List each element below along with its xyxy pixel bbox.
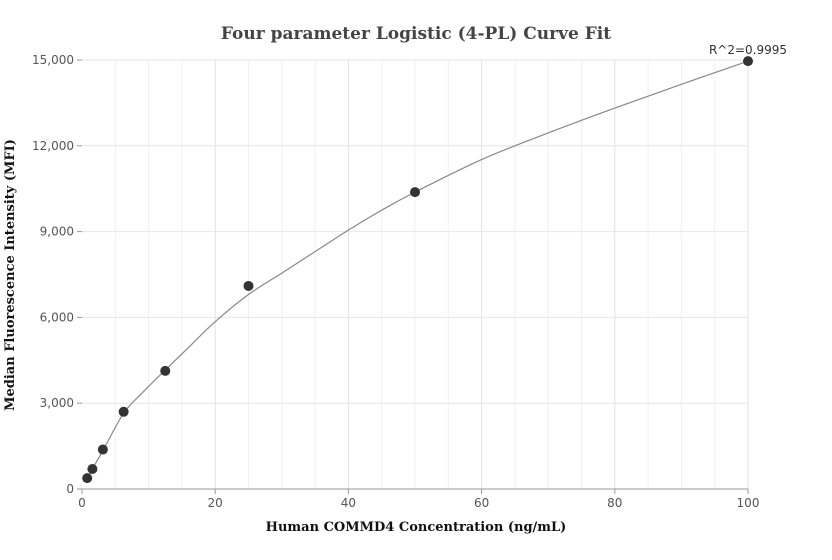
y-tick-label: 6,000 [40,310,74,324]
y-axis-title: Median Fluorescence Intensity (MFI) [3,139,18,411]
chart-title: Four parameter Logistic (4-PL) Curve Fit [221,24,611,44]
x-tick-label: 20 [208,496,223,510]
y-tick-label: 9,000 [40,225,74,239]
x-tick-label: 100 [737,496,760,510]
data-point [243,280,254,291]
fit-curve-line [86,60,749,479]
vertical-gridlines [114,60,749,489]
data-point [97,444,108,455]
x-axis-ticks: 0 20 40 60 80 100 [78,489,759,510]
data-point [410,187,420,198]
x-tick-label: 60 [474,496,489,510]
data-point [118,406,129,417]
x-tick-label: 0 [78,496,86,510]
x-tick-label: 40 [341,496,356,510]
data-point [160,365,171,376]
y-tick-label: 0 [66,482,74,496]
y-tick-label: 12,000 [32,139,74,153]
x-tick-label: 80 [607,496,622,510]
x-axis-title: Human COMMD4 Concentration (ng/mL) [266,520,567,535]
data-point [82,473,93,484]
r-squared-annotation: R^2=0.9995 [709,43,787,57]
data-point [87,463,98,474]
y-tick-label: 15,000 [32,53,74,67]
y-axis-ticks: 0 3,000 6,000 9,000 12,000 15,000 [32,53,82,496]
data-points [82,56,753,484]
data-point [743,56,753,67]
y-tick-label: 3,000 [40,396,74,410]
horizontal-gridlines [82,59,748,404]
